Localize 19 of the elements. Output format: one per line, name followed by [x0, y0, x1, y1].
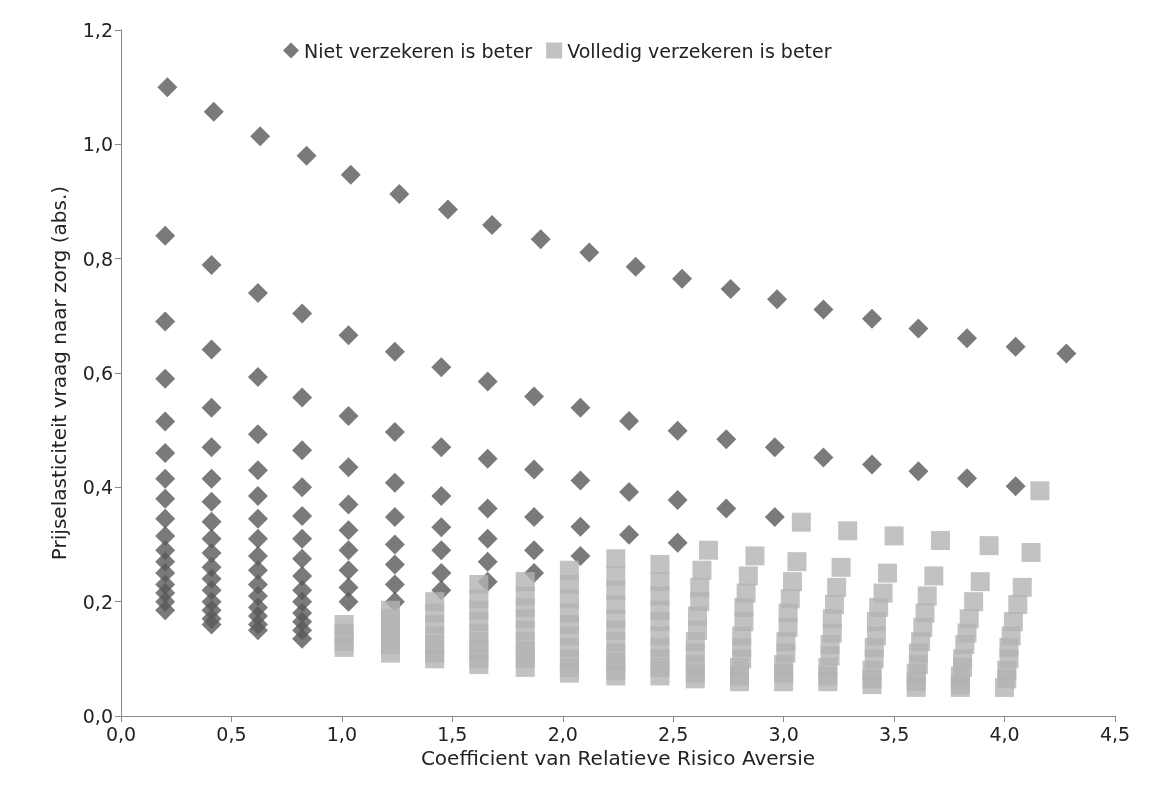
x-tick-label: 1,0 — [326, 722, 357, 745]
y-tick-label: 0,6 — [82, 362, 113, 384]
x-tick-label: 4,5 — [1099, 722, 1131, 745]
x-tick-label: 2,5 — [658, 722, 689, 745]
y-tick-label: 0,2 — [82, 590, 113, 613]
x-tick-label: 2,0 — [547, 722, 578, 745]
x-tick-label: 1,5 — [437, 722, 468, 745]
legend-label: Niet verzekeren is beter — [304, 39, 533, 62]
y-tick-label: 1,2 — [82, 19, 113, 41]
legend-label: Volledig verzekeren is beter — [567, 39, 832, 62]
x-tick-label: 4,0 — [989, 722, 1020, 745]
x-tick-label: 0,5 — [216, 722, 247, 745]
y-tick-label: 0,4 — [82, 476, 113, 499]
y-axis-title: Prijselasticiteit vraag naar zorg (abs.) — [47, 185, 71, 561]
y-tick-label: 1,0 — [82, 133, 113, 156]
y-tick-label: 0,8 — [82, 247, 113, 270]
x-tick-label: 3,5 — [879, 722, 910, 745]
x-tick-label: 3,0 — [768, 722, 799, 745]
x-axis-title: Coefficient van Relatieve Risico Aversie — [420, 745, 816, 770]
